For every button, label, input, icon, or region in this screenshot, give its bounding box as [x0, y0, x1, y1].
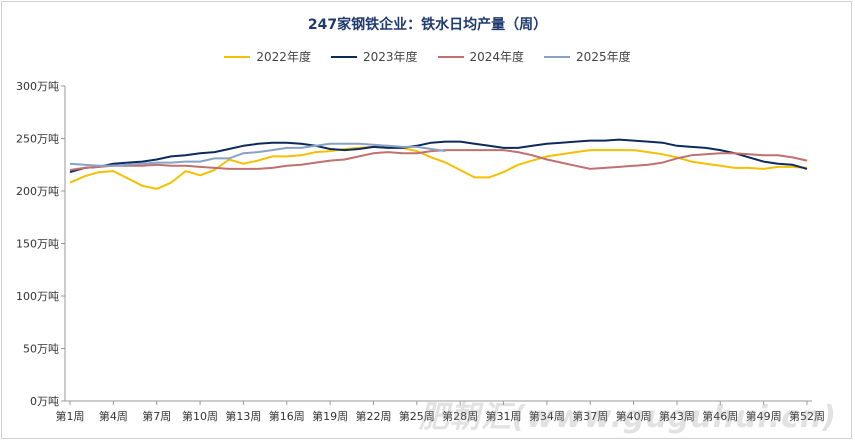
series-line-2022年度 [69, 144, 808, 190]
y-tick-label: 50万吨 [23, 343, 59, 356]
chart-legend: 2022年度 2023年度 2024年度 2025年度 [0, 48, 855, 65]
legend-swatch [224, 55, 251, 58]
legend-item: 2022年度 [224, 48, 311, 65]
watermark-text: 肥朝汇(www.guguhui.cn) [418, 400, 837, 435]
y-tick-label: 200万吨 [16, 185, 59, 198]
x-tick-label: 第46周 [702, 409, 738, 423]
y-tick-label: 100万吨 [16, 290, 59, 303]
y-tick-label: 0万吨 [30, 395, 59, 408]
x-tick-label: 第49周 [746, 409, 782, 423]
legend-swatch [330, 55, 357, 58]
x-tick-label: 第16周 [269, 409, 305, 423]
x-tick-label: 第19周 [312, 409, 348, 423]
x-tick-label: 第1周 [56, 409, 85, 423]
legend-item: 2025年度 [544, 48, 631, 65]
y-tick-label: 300万吨 [16, 80, 59, 93]
x-tick-label: 第25周 [399, 409, 435, 423]
x-tick-label: 第13周 [225, 409, 261, 423]
x-tick-label: 第28周 [442, 409, 478, 423]
x-tick-label: 第31周 [486, 409, 522, 423]
series-line-2025年度 [69, 142, 446, 167]
legend-item: 2023年度 [330, 48, 418, 65]
y-tick-label: 150万吨 [16, 238, 59, 251]
legend-label: 2025年度 [576, 50, 631, 64]
x-tick-label: 第4周 [99, 409, 128, 423]
legend-label: 2024年度 [469, 50, 525, 64]
x-tick-label: 第7周 [142, 409, 171, 423]
legend-label: 2022年度 [256, 50, 311, 64]
x-tick-label: 第34周 [529, 409, 565, 423]
x-tick-label: 第22周 [355, 409, 391, 423]
x-tick-label: 第52周 [789, 409, 825, 423]
x-tick-label: 第40周 [616, 409, 652, 423]
legend-swatch [437, 55, 464, 58]
legend-item: 2024年度 [437, 48, 525, 65]
x-tick-label: 第10周 [182, 409, 218, 423]
legend-label: 2023年度 [362, 50, 418, 64]
legend-swatch [544, 55, 571, 58]
y-tick-label: 250万吨 [16, 133, 59, 146]
x-tick-label: 第43周 [659, 409, 695, 423]
chart-title: 247家钢铁企业：铁水日均产量（周） [307, 17, 548, 33]
x-tick-label: 第37周 [572, 409, 608, 423]
series-line-2023年度 [69, 138, 808, 174]
